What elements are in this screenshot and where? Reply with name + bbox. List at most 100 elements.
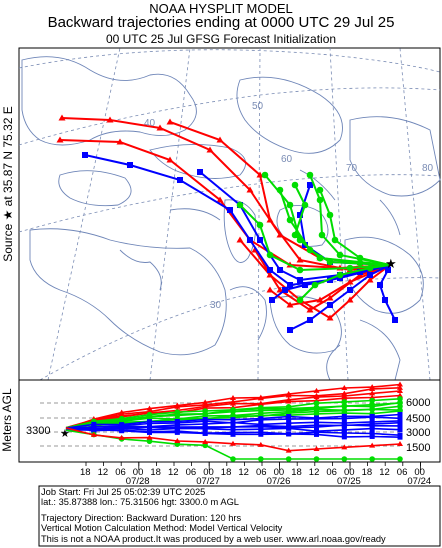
trajectory-marker-red	[346, 296, 354, 303]
trajectory-marker-blue	[385, 267, 391, 273]
trajectory-marker-red	[266, 286, 274, 293]
y-tick-4500: 4500	[406, 413, 430, 425]
start-height-label: 3300	[26, 425, 50, 437]
profile-marker-blue	[119, 428, 125, 434]
hour-tick-label: 12	[98, 467, 109, 478]
trajectory-marker-blue	[277, 267, 283, 273]
profile-marker-green	[369, 397, 375, 404]
hour-tick-label: 06	[186, 467, 197, 478]
hour-tick-label: 00	[274, 467, 285, 478]
star-icon: ★	[385, 256, 397, 271]
trajectory-marker-blue	[227, 207, 233, 213]
profile-marker-blue	[286, 414, 292, 420]
profile-marker-red	[369, 442, 376, 448]
trajectory-marker-green	[316, 196, 324, 204]
trajectory-marker-blue	[297, 277, 303, 283]
profile-marker-green	[313, 400, 320, 407]
date-tick-label: 07/28	[126, 476, 150, 487]
trajectory-marker-green	[256, 221, 264, 229]
trajectory-marker-green	[291, 231, 299, 239]
trajectory-marker-blue	[392, 317, 398, 323]
trajectory-marker-green	[276, 186, 284, 194]
date-tick-label: 07/26	[267, 476, 291, 487]
profile-marker-blue	[230, 431, 236, 437]
hour-tick-label: 12	[309, 467, 320, 478]
trajectory-marker-blue	[347, 287, 353, 293]
profile-marker-blue	[397, 427, 403, 433]
profile-marker-red	[174, 403, 181, 409]
profile-marker-blue	[202, 421, 208, 427]
trajectory-marker-red	[166, 156, 174, 163]
hour-tick-label: 18	[150, 467, 161, 478]
coastlines	[21, 56, 441, 381]
trajectory-marker-red	[166, 118, 174, 125]
hour-tick-label: 18	[362, 467, 373, 478]
trajectory-marker-green	[311, 281, 319, 289]
profile-marker-red	[230, 400, 236, 406]
profile-marker-red	[397, 384, 403, 390]
profile-marker-red	[146, 405, 153, 411]
profile-marker-red	[397, 387, 403, 393]
trajectory-marker-blue	[367, 272, 373, 278]
date-tick-label: 07/25	[337, 476, 361, 487]
trajectory-marker-blue	[287, 327, 293, 333]
profile-marker-blue	[397, 434, 403, 440]
profile-marker-blue	[397, 420, 403, 426]
trajectory-marker-red	[266, 216, 274, 223]
profile-marker-red	[257, 401, 264, 407]
profile-marker-blue	[258, 426, 264, 432]
profile-marker-blue	[286, 416, 292, 422]
trajectory-marker-green	[236, 201, 244, 209]
trajectory-marker-blue	[327, 302, 333, 308]
map-layer	[18, 47, 441, 381]
trajectory-marker-blue	[282, 287, 288, 293]
trajectory-marker-blue	[382, 297, 388, 303]
trajectory-marker-red	[316, 296, 324, 303]
lon-label-60: 60	[281, 154, 293, 165]
source-location: lat.: 35.87388 lon.: 75.31506 hgt: 3300.…	[41, 497, 239, 508]
profile-marker-red	[230, 440, 236, 446]
profile-marker-green	[146, 438, 153, 445]
trajectory-marker-green	[336, 271, 344, 279]
hour-tick-label: 00	[133, 467, 144, 478]
lon-label-70: 70	[346, 163, 358, 174]
profile-marker-blue	[314, 416, 319, 422]
profile-marker-red	[90, 431, 97, 437]
trajectory-marker-blue	[127, 162, 133, 168]
profile-marker-blue	[230, 417, 236, 423]
trajectory-marker-green	[366, 264, 374, 272]
profile-layer	[65, 381, 403, 462]
profile-marker-red	[341, 385, 348, 391]
profile-marker-blue	[341, 416, 347, 422]
trajectory-marker-red	[216, 136, 224, 143]
trajectory-marker-blue	[269, 297, 275, 303]
info-box	[38, 485, 441, 547]
profile-marker-blue	[286, 425, 292, 431]
profile-marker-red	[230, 395, 236, 401]
trajectory-marker-blue	[267, 267, 273, 273]
profile-marker-green	[341, 399, 348, 405]
profile-marker-blue	[397, 415, 403, 421]
profile-marker-blue	[202, 430, 208, 436]
profile-marker-blue	[147, 424, 152, 430]
trajectory-marker-blue	[377, 282, 383, 288]
profile-marker-green	[313, 456, 320, 462]
profile-marker-red	[285, 447, 292, 453]
profile-marker-blue	[341, 434, 347, 440]
trajectory-marker-blue	[177, 177, 183, 183]
profile-marker-red	[174, 438, 181, 444]
y-tick-3000: 3000	[406, 427, 430, 439]
profile-marker-blue	[258, 417, 264, 423]
trajectory-marker-green	[286, 201, 294, 209]
hour-tick-label: 06	[256, 467, 267, 478]
hour-tick-label: 18	[80, 467, 91, 478]
trajectory-marker-red	[366, 276, 374, 283]
hour-tick-label: 00	[203, 467, 214, 478]
profile-marker-blue	[397, 423, 403, 429]
profile-marker-red	[369, 390, 376, 396]
trajectory-marker-blue	[297, 212, 303, 218]
profile-marker-blue	[369, 414, 375, 420]
hour-tick-label: 18	[221, 467, 232, 478]
main-title: Backward trajectories ending at 0000 UTC…	[47, 14, 395, 31]
profile-marker-red	[202, 438, 209, 444]
